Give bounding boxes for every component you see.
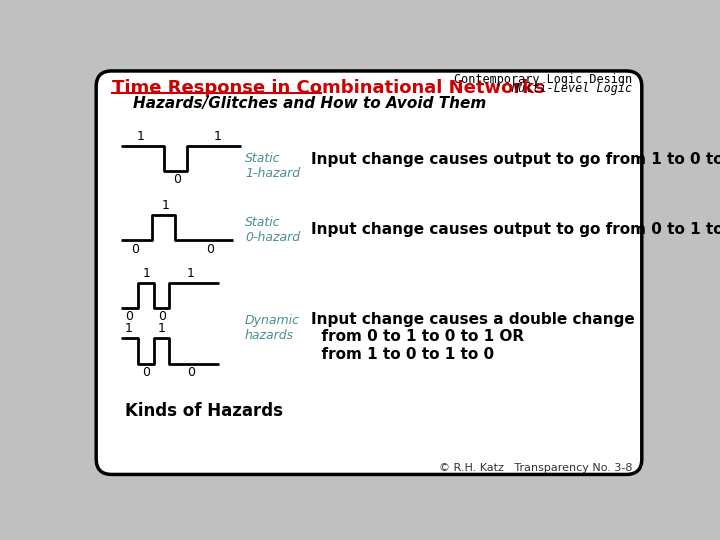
Text: 1: 1 (136, 130, 144, 143)
Text: Multi-Level Logic: Multi-Level Logic (511, 82, 632, 94)
Text: 0: 0 (158, 310, 166, 323)
Text: Input change causes output to go from 0 to 1 to 0: Input change causes output to go from 0 … (311, 222, 720, 237)
Text: 0: 0 (125, 310, 132, 323)
Text: Hazards/Glitches and How to Avoid Them: Hazards/Glitches and How to Avoid Them (132, 96, 486, 111)
Text: Input change causes a double change
  from 0 to 1 to 0 to 1 OR
  from 1 to 0 to : Input change causes a double change from… (311, 312, 634, 362)
Text: Static
1-hazard: Static 1-hazard (245, 152, 300, 180)
Text: 1: 1 (125, 322, 132, 335)
Text: Kinds of Hazards: Kinds of Hazards (125, 402, 283, 420)
Text: Input change causes output to go from 1 to 0 to 1: Input change causes output to go from 1 … (311, 152, 720, 167)
Text: 1: 1 (214, 130, 222, 143)
Text: Time Response in Combinational Networks: Time Response in Combinational Networks (112, 79, 544, 97)
Text: 1: 1 (161, 199, 169, 212)
Text: Dynamic
hazards: Dynamic hazards (245, 314, 300, 342)
FancyBboxPatch shape (96, 71, 642, 475)
Text: 0: 0 (206, 242, 214, 255)
Text: 1: 1 (143, 267, 150, 280)
Text: Static
0-hazard: Static 0-hazard (245, 217, 300, 245)
Text: 1: 1 (158, 322, 166, 335)
Text: 0: 0 (173, 173, 181, 186)
Text: Contemporary Logic Design: Contemporary Logic Design (454, 72, 632, 85)
Text: 0: 0 (143, 366, 150, 379)
Text: 1: 1 (186, 267, 194, 280)
Text: 0: 0 (186, 366, 194, 379)
Text: © R.H. Katz   Transparency No. 3-8: © R.H. Katz Transparency No. 3-8 (439, 463, 632, 473)
Text: 0: 0 (131, 242, 139, 255)
